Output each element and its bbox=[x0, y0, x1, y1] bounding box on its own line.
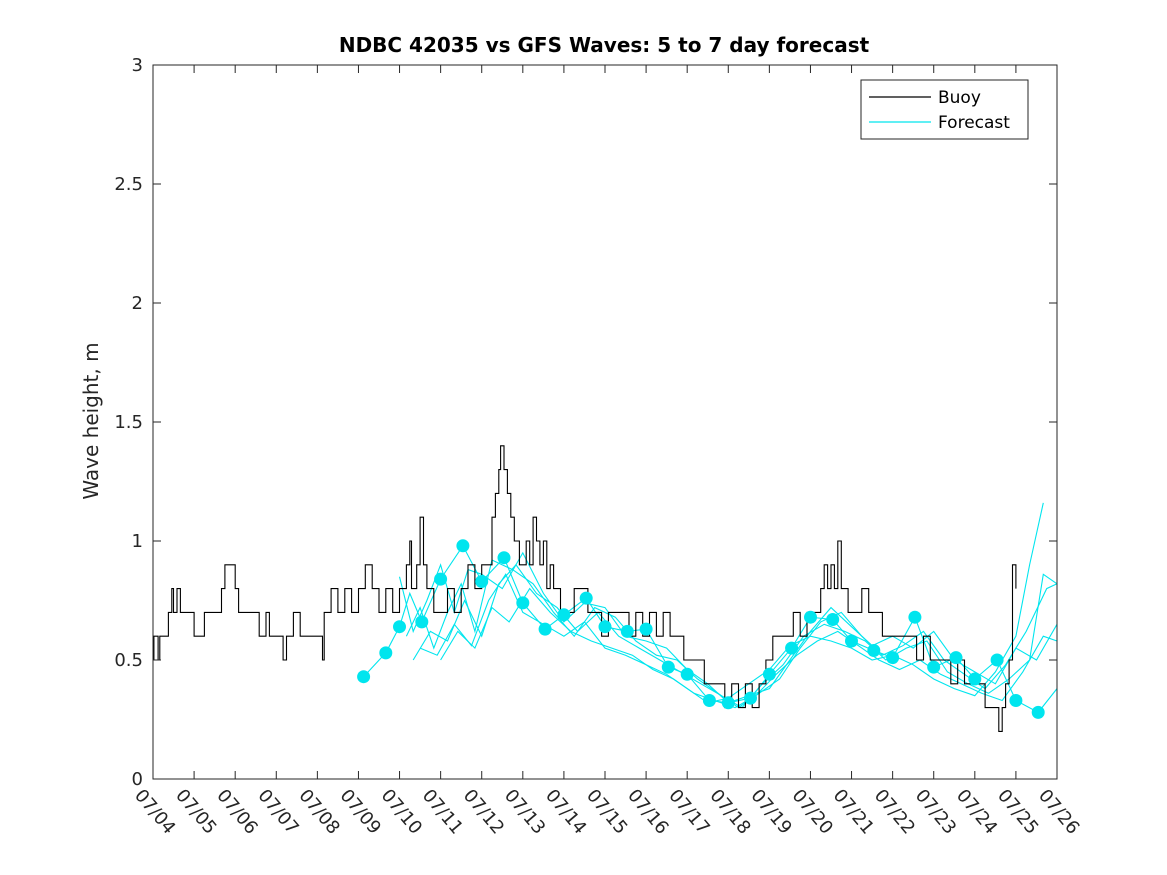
forecast-point bbox=[886, 651, 900, 665]
forecast-point bbox=[598, 620, 612, 634]
forecast-point bbox=[702, 694, 716, 707]
y-tick-label: 2 bbox=[132, 293, 143, 314]
forecast-point bbox=[456, 539, 470, 553]
forecast-point bbox=[721, 696, 735, 710]
forecast-point bbox=[804, 610, 817, 624]
forecast-point bbox=[845, 634, 858, 648]
forecast-point bbox=[393, 620, 406, 634]
y-tick-label: 0 bbox=[132, 769, 143, 790]
y-tick-label: 1 bbox=[132, 531, 143, 552]
y-tick-label: 3 bbox=[132, 55, 143, 76]
buoy-series bbox=[153, 445, 1017, 732]
forecast-point bbox=[867, 644, 881, 657]
forecast-point bbox=[744, 691, 757, 705]
forecast-point bbox=[579, 591, 593, 605]
plot-area bbox=[153, 65, 1058, 779]
forecast-point bbox=[1031, 705, 1045, 719]
forecast-point bbox=[516, 596, 530, 610]
forecast-point bbox=[557, 608, 571, 622]
legend-label-forecast: Forecast bbox=[938, 113, 1010, 133]
forecast-point bbox=[620, 624, 634, 638]
forecast-point bbox=[538, 622, 552, 636]
forecast-point bbox=[415, 615, 429, 629]
legend: Buoy Forecast bbox=[860, 79, 1029, 140]
forecast-point bbox=[497, 551, 511, 565]
forecast-point bbox=[785, 641, 799, 655]
y-tick-label: 1.5 bbox=[114, 412, 143, 433]
forecast-point bbox=[990, 653, 1004, 667]
legend-label-buoy: Buoy bbox=[938, 88, 981, 108]
forecast-point bbox=[680, 667, 694, 681]
forecast-point bbox=[908, 610, 922, 624]
forecast-point bbox=[927, 660, 941, 674]
forecast-point bbox=[762, 667, 776, 681]
forecast-point bbox=[661, 660, 675, 674]
y-tick-label: 0.5 bbox=[114, 650, 143, 671]
forecast-point bbox=[379, 646, 393, 660]
y-axis-label: Wave height, m bbox=[79, 342, 103, 499]
forecast-point bbox=[434, 572, 448, 586]
forecast-point bbox=[826, 613, 840, 626]
legend-box bbox=[860, 79, 1029, 140]
forecast-point bbox=[639, 622, 653, 636]
forecast-point bbox=[475, 575, 489, 588]
forecast-point bbox=[949, 651, 963, 665]
y-tick-label: 2.5 bbox=[114, 174, 143, 195]
forecast-point bbox=[1009, 694, 1023, 707]
axes-background bbox=[153, 65, 1057, 779]
forecast-point bbox=[357, 670, 371, 684]
forecast-point bbox=[968, 672, 982, 686]
chart-title: NDBC 42035 vs GFS Waves: 5 to 7 day fore… bbox=[339, 33, 870, 57]
